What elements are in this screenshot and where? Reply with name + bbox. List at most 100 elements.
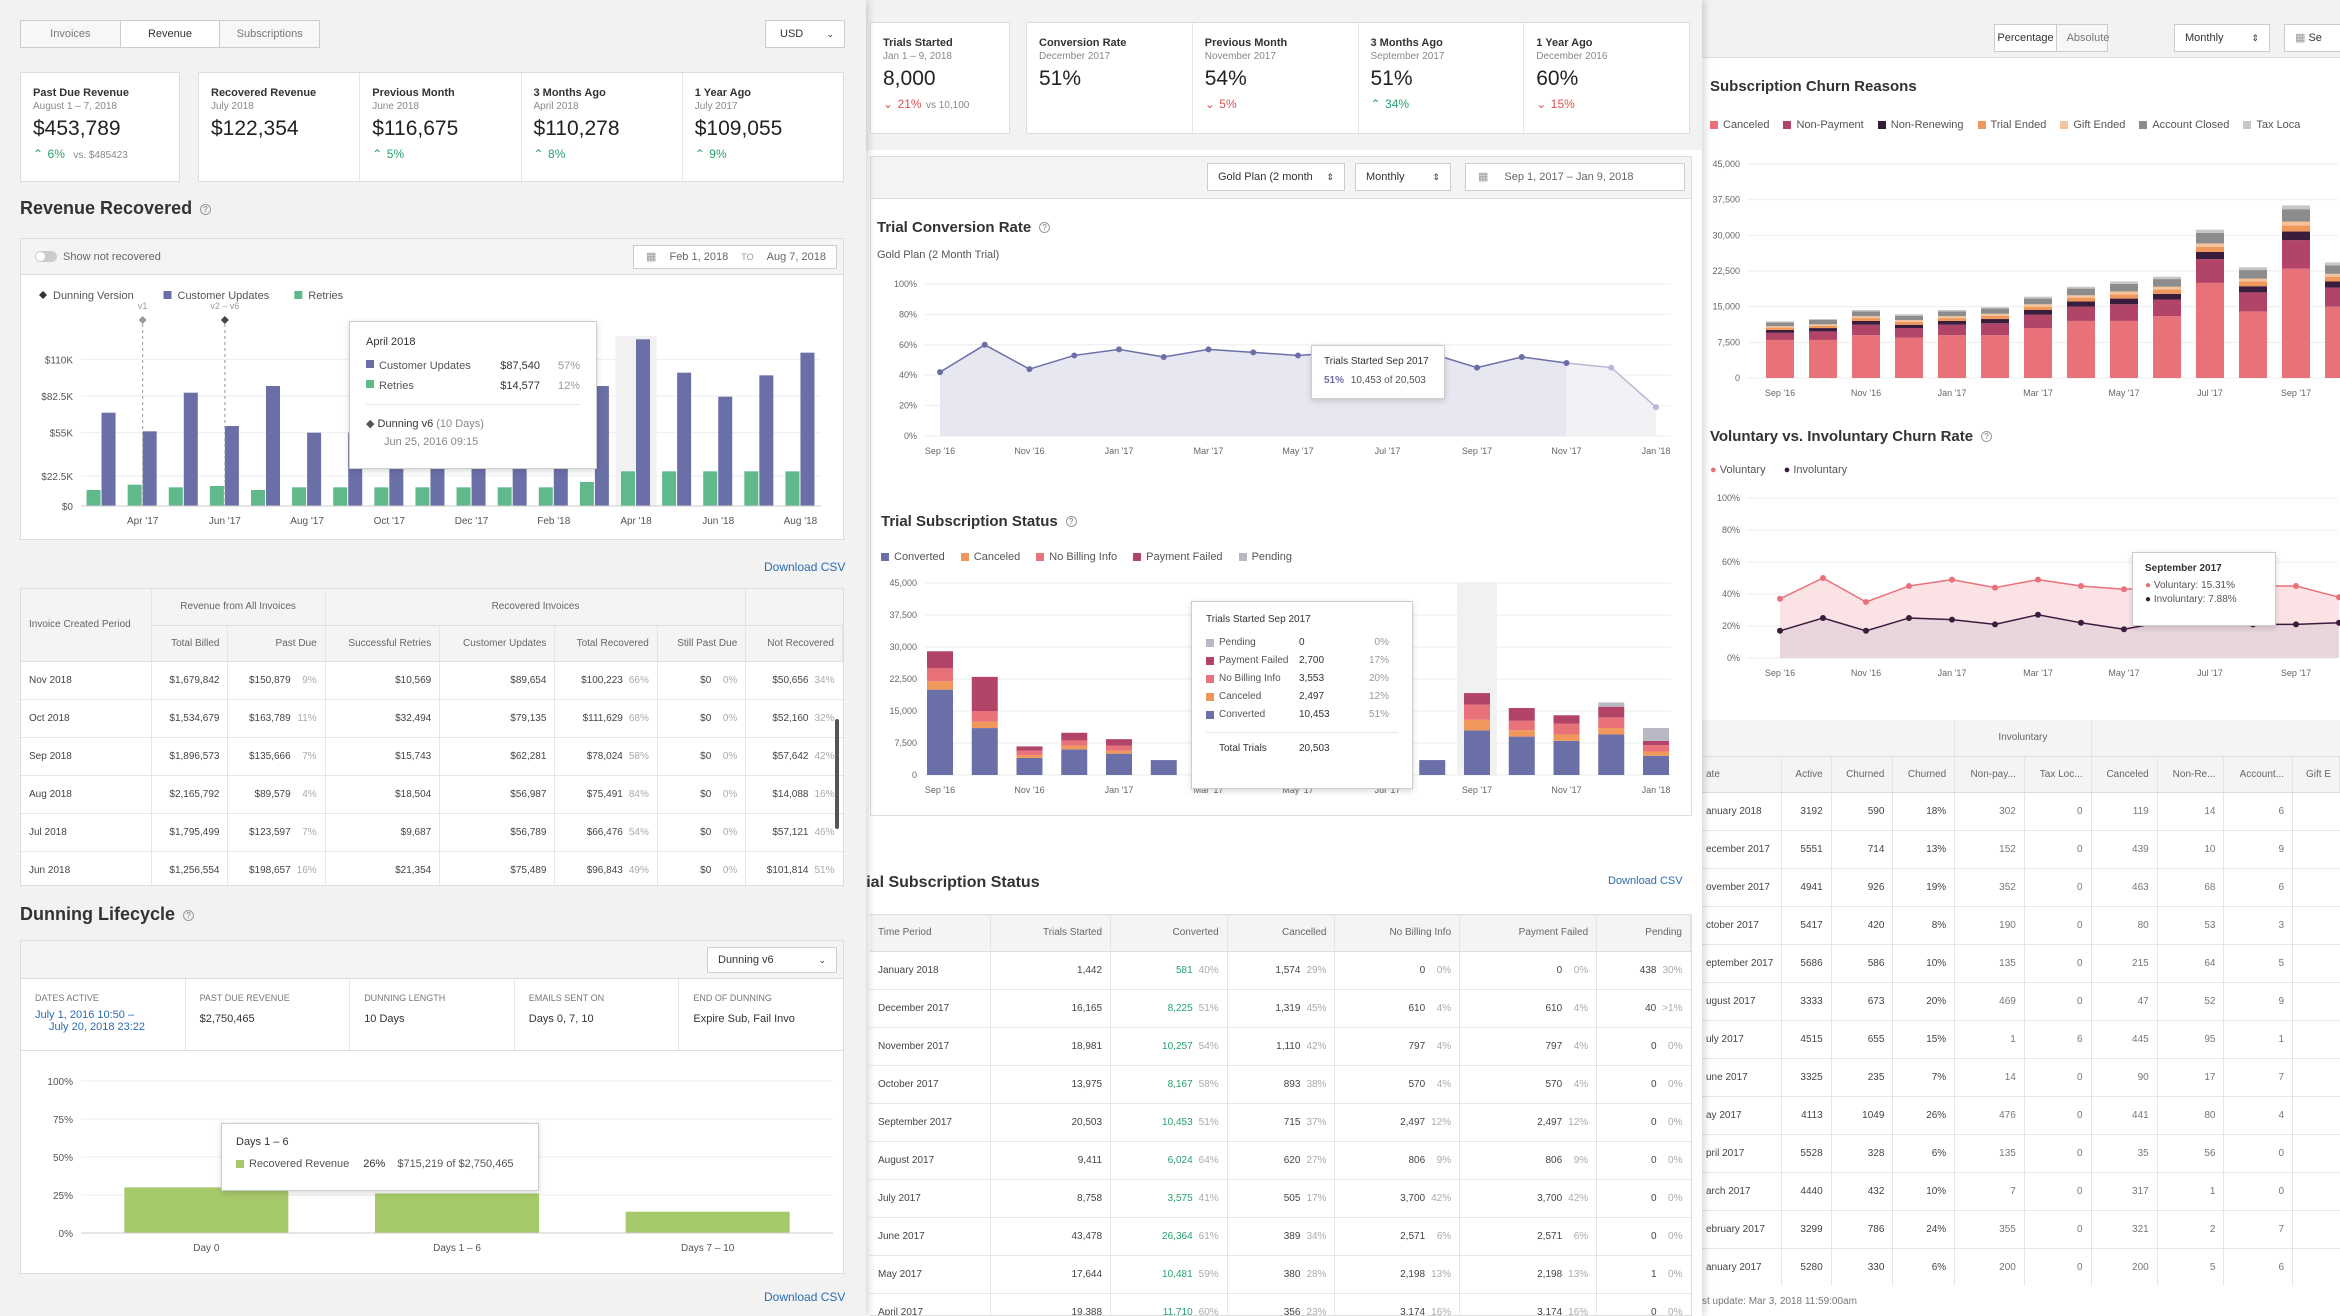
legend-no-billing[interactable]: No Billing Info	[1036, 551, 1117, 563]
table-row[interactable]: May 2017 17,644 10,481 59% 380 28% 2,198 13% 2,1…	[870, 1255, 1691, 1294]
x-tick-label: Oct '17	[374, 516, 406, 527]
cell-period: December 2017	[870, 989, 991, 1028]
churn-bar-segment	[1981, 319, 2009, 324]
table-row[interactable]: April 2017 19,388 11,710 60% 356 23% 3,174 16% 3…	[870, 1293, 1691, 1315]
interval-select[interactable]: Monthly ⇕	[1355, 163, 1451, 191]
legend-trial-ended[interactable]: Trial Ended	[1977, 119, 2046, 131]
table-row[interactable]: December 2017 16,165 8,225 51% 1,319 45% 610 4%…	[870, 989, 1691, 1028]
percentage-button[interactable]: Percentage	[1995, 25, 2057, 51]
table-row[interactable]: ugust 2017 3333 673 20% 469 0 47 52 9	[1698, 982, 2340, 1021]
help-icon[interactable]: ?	[1039, 222, 1051, 233]
table-row[interactable]: une 2017 3325 235 7% 14 0 90 17 7	[1698, 1058, 2340, 1097]
legend-voluntary[interactable]: ● Voluntary	[1710, 464, 1766, 476]
table-row[interactable]: eptember 2017 5686 586 10% 135 0 215 64 5	[1698, 944, 2340, 983]
legend-payment-failed[interactable]: Payment Failed	[1133, 551, 1223, 563]
customer-updates-bar	[677, 372, 692, 506]
cell-period: July 2017	[870, 1179, 991, 1218]
interval-select[interactable]: Monthly ⇕	[2174, 24, 2270, 52]
legend-marker	[163, 291, 172, 299]
table-row[interactable]: ecember 2017 5551 714 13% 152 0 439 10 9	[1698, 830, 2340, 869]
table-cell-empty	[2292, 1172, 2340, 1211]
legend-converted[interactable]: Converted	[881, 551, 945, 563]
table-cell: 352	[1954, 868, 2025, 907]
download-csv-link[interactable]: Download CSV	[1608, 875, 1683, 887]
help-icon[interactable]: ?	[200, 204, 212, 215]
table-row[interactable]: Jun 2018 $1,256,554 $198,657 16% $21,354 $75,…	[21, 851, 843, 885]
date-range-picker[interactable]: ▦ Sep 1, 2017 – Jan 9, 2018	[1465, 163, 1685, 191]
legend-non-renewing[interactable]: Non-Renewing	[1877, 119, 1964, 131]
table-row[interactable]: September 2017 20,503 10,453 51% 715 37% 2,497…	[870, 1103, 1691, 1142]
plan-select[interactable]: Gold Plan (2 month ⇕	[1207, 163, 1345, 191]
table-row[interactable]: arch 2017 4440 432 10% 7 0 317 1 0	[1698, 1172, 2340, 1211]
download-csv-link[interactable]: Download CSV	[764, 1290, 846, 1304]
tab-invoices[interactable]: Invoices	[21, 21, 121, 47]
table-row[interactable]: Jul 2018 $1,795,499 $123,597 7% $9,687 $56,78…	[21, 813, 843, 852]
churn-bar-segment	[2196, 259, 2224, 283]
table-row[interactable]: Aug 2018 $2,165,792 $89,579 4% $18,504 $56,98…	[21, 775, 843, 814]
legend-non-payment[interactable]: Non-Payment	[1783, 119, 1864, 131]
help-icon[interactable]: ?	[183, 910, 195, 921]
table-row[interactable]: August 2017 9,411 6,024 64% 620 27% 806 9% 806 9%…	[870, 1141, 1691, 1180]
cell-still-past-due: $0 0%	[657, 699, 747, 738]
data-point	[1608, 364, 1615, 371]
currency-select[interactable]: USD ⌄	[765, 20, 845, 48]
tab-revenue[interactable]: Revenue	[120, 21, 221, 47]
trial-conversion-chart: 0% 20% 40% 60% 80% 100% Sep '16 Nov '16 Jan '17 M…	[894, 279, 1671, 456]
download-csv-link[interactable]: Download CSV	[764, 560, 846, 574]
cell-value: 806	[1545, 1154, 1563, 1166]
col-header: Account...	[2223, 756, 2294, 793]
legend-involuntary[interactable]: ● Involuntary	[1783, 464, 1848, 476]
tss-title-text: Trial Subscription Status	[881, 513, 1058, 530]
tab-subscriptions[interactable]: Subscriptions	[236, 28, 303, 40]
table-cell: 215	[2091, 944, 2158, 983]
date-range-picker[interactable]: ▦ Feb 1, 2018 TO Aug 7, 2018	[633, 245, 837, 269]
scrollbar[interactable]	[835, 719, 839, 829]
table-cell: 6	[2223, 1248, 2294, 1286]
table-row[interactable]: Sep 2018 $1,896,573 $135,666 7% $15,743 $62,2…	[21, 737, 843, 776]
table-cell-empty	[2292, 792, 2340, 831]
table-cell: 590	[1831, 792, 1894, 831]
kpi-title: 3 Months Ago	[1370, 37, 1443, 49]
help-icon[interactable]: ?	[1065, 516, 1077, 527]
table-row[interactable]: January 2018 1,442 581 40% 1,574 29% 0 0% 0 0% 438…	[870, 951, 1691, 990]
table-row[interactable]: July 2017 8,758 3,575 41% 505 17% 3,700 42% 3,70…	[870, 1179, 1691, 1218]
table-row[interactable]: ctober 2017 5417 420 8% 190 0 80 53 3	[1698, 906, 2340, 945]
churn-table-card: Involuntary ate Active Churned Churned Non-pa…	[1698, 720, 2340, 1286]
cell-value: $135,666	[248, 750, 291, 762]
table-row[interactable]: Oct 2018 $1,534,679 $163,789 11% $32,494 $79,…	[21, 699, 843, 738]
table-row[interactable]: anuary 2018 3192 590 18% 302 0 119 14 6	[1698, 792, 2340, 831]
dunning-version-select[interactable]: Dunning v6 ⌄	[707, 947, 837, 973]
toggle-label: Show not recovered	[63, 251, 161, 263]
info-value-2[interactable]: July 20, 2018 23:22	[49, 1021, 146, 1033]
table-row[interactable]: uly 2017 4515 655 15% 1 6 445 95 1	[1698, 1020, 2340, 1059]
table-row[interactable]: Nov 2018 $1,679,842 $150,879 9% $10,569 $89,6…	[21, 661, 843, 700]
table-row[interactable]: June 2017 43,478 26,364 61% 389 34% 2,571 6% 2,5…	[870, 1217, 1691, 1256]
table-row[interactable]: October 2017 13,975 8,167 58% 893 38% 570 4% 570…	[870, 1065, 1691, 1104]
table-row[interactable]: ay 2017 4113 1049 26% 476 0 441 80 4	[1698, 1096, 2340, 1135]
help-icon[interactable]: ?	[1981, 431, 1993, 442]
col-header: Successful Retries	[325, 625, 441, 662]
table-cell: 135	[1954, 1134, 2025, 1173]
info-value[interactable]: July 1, 2016 10:50 –	[35, 1009, 135, 1021]
cell-payment-failed: 3,174 16%	[1459, 1293, 1598, 1315]
absolute-button[interactable]: Absolute	[2066, 32, 2110, 44]
legend-canceled[interactable]: Canceled	[1710, 119, 1769, 131]
cell-past-due: $198,657 16%	[227, 851, 326, 885]
table-row[interactable]: ebruary 2017 3299 786 24% 355 0 321 2 7	[1698, 1210, 2340, 1249]
table-row[interactable]: pril 2017 5528 328 6% 135 0 35 56 0	[1698, 1134, 2340, 1173]
table-row[interactable]: anuary 2017 5280 330 6% 200 0 200 5 6	[1698, 1248, 2340, 1286]
legend-account-closed[interactable]: Account Closed	[2139, 119, 2229, 131]
y-tick-label: 75%	[53, 1115, 73, 1126]
legend-gift-ended[interactable]: Gift Ended	[2060, 119, 2125, 131]
cut-off-button[interactable]: ▦ Se	[2284, 24, 2340, 52]
legend-pending[interactable]: Pending	[1238, 551, 1292, 563]
table-row[interactable]: ovember 2017 4941 926 19% 352 0 463 68 6	[1698, 868, 2340, 907]
table-row[interactable]: November 2017 18,981 10,257 54% 1,110 42% 797 4…	[870, 1027, 1691, 1066]
area-fill	[940, 344, 1567, 436]
legend-tax[interactable]: Tax Loca	[2243, 119, 2300, 131]
show-not-recovered-toggle[interactable]	[35, 251, 57, 262]
x-tick-label: Sep '16	[925, 785, 955, 795]
churn-table: Involuntary ate Active Churned Churned Non-pa…	[1698, 720, 2340, 1286]
legend-canceled[interactable]: Canceled	[960, 551, 1020, 563]
y-tick-label: $55K	[50, 429, 74, 440]
